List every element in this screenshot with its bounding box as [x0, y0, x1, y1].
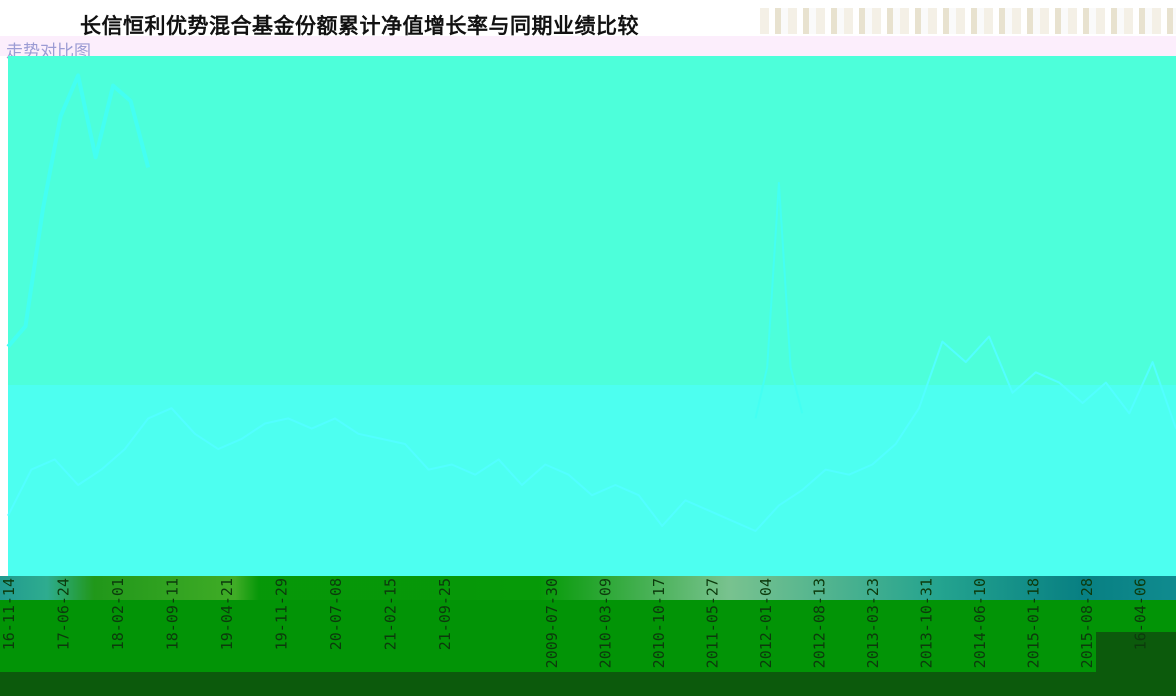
- x-tick-label: 18-02-01: [109, 578, 127, 650]
- x-tick-label: 2013-03-23: [864, 578, 882, 668]
- x-tick-label: 2012-01-04: [757, 578, 775, 668]
- x-tick-label: 2014-06-10: [971, 578, 989, 668]
- x-tick-label: 19-04-21: [218, 578, 236, 650]
- x-tick-label: 20-07-08: [327, 578, 345, 650]
- corner-block: [1096, 632, 1176, 672]
- x-tick-label: 2012-08-13: [811, 578, 829, 668]
- series-line-2: [7, 335, 1176, 532]
- x-axis-color-strip: [0, 576, 1176, 600]
- x-tick-label: 2010-10-17: [650, 578, 668, 668]
- x-tick-label: 18-09-11: [164, 578, 182, 650]
- x-tick-label: 16-04-06: [1132, 578, 1150, 650]
- x-tick-label: 2009-07-30: [543, 578, 561, 668]
- subtitle-bar: [0, 36, 1176, 56]
- x-tick-label: 2011-05-27: [704, 578, 722, 668]
- x-tick-label: 21-09-25: [436, 578, 454, 650]
- footer-band: [0, 672, 1176, 696]
- series-line-3: [754, 181, 804, 419]
- x-tick-label: 2015-08-28: [1078, 578, 1096, 668]
- x-tick-label: 16-11-14: [0, 578, 18, 650]
- x-tick-label: 19-11-29: [273, 578, 291, 650]
- x-tick-label: 2015-01-18: [1025, 578, 1043, 668]
- series-line-1: [6, 73, 151, 348]
- title-noise-artifact: [760, 8, 1176, 34]
- x-tick-label: 17-06-24: [55, 578, 73, 650]
- lower-plot-band: [8, 385, 1176, 576]
- chart-title: 长信恒利优势混合基金份额累计净值增长率与同期业绩比较: [80, 14, 639, 38]
- x-tick-label: 21-02-15: [382, 578, 400, 650]
- x-tick-label: 2013-10-31: [918, 578, 936, 668]
- x-tick-label: 2010-03-09: [597, 578, 615, 668]
